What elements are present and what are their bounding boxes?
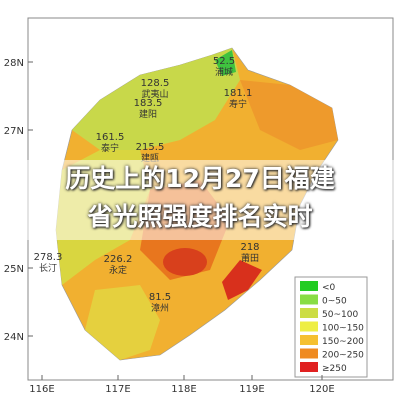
station-name: 建阳 (139, 108, 157, 120)
lon-label: 118E (171, 384, 196, 395)
legend-label: 150~200 (322, 337, 364, 347)
legend-label: ≥250 (322, 364, 347, 374)
legend-swatch (300, 281, 318, 291)
lon-label: 116E (29, 384, 54, 395)
legend-label: 200~250 (322, 351, 364, 361)
lat-label: 25N (4, 264, 24, 275)
station-name: 长汀 (39, 262, 57, 274)
station-value: 161.5 (96, 132, 125, 143)
station-name: 武夷山 (141, 88, 168, 100)
station-value: 128.5 (141, 78, 170, 89)
lon-label: 120E (309, 384, 334, 395)
legend: <0 0~50 50~100 100~150 150~200 200~250 ≥250 (294, 276, 368, 378)
lon-label: 117E (105, 384, 130, 395)
station-value: 218 (240, 242, 259, 253)
lat-label: 27N (4, 126, 24, 137)
station-name: 寿宁 (229, 98, 247, 110)
legend-swatch (300, 362, 318, 372)
legend-swatch (300, 335, 318, 345)
title-line: 历史上的12月27日福建 (65, 164, 335, 193)
station-name: 泰宁 (101, 142, 119, 154)
station-value: 226.2 (104, 254, 133, 265)
station-value: 215.5 (136, 142, 165, 153)
station-name: 莆田 (241, 252, 259, 264)
station-value: 81.5 (149, 292, 171, 303)
title-line: 省光照强度排名实时 (87, 202, 313, 231)
legend-label: 0~50 (322, 297, 347, 307)
station-name: 永定 (109, 264, 127, 276)
lat-label: 24N (4, 332, 24, 343)
station-value: 181.1 (224, 88, 253, 99)
station-value: 278.3 (34, 252, 63, 263)
station-name: 漳州 (151, 302, 169, 314)
station-value: 52.5 (213, 56, 235, 67)
station-value: 183.5 (134, 98, 163, 109)
lat-label: 28N (4, 58, 24, 69)
legend-label: 50~100 (322, 310, 358, 320)
station-name: 浦城 (215, 66, 233, 78)
legend-swatch (300, 321, 318, 332)
lon-label: 119E (239, 384, 264, 395)
title-banner: 历史上的12月27日福建 省光照强度排名实时 (0, 160, 400, 240)
legend-swatch (300, 348, 318, 359)
legend-swatch (300, 308, 318, 318)
legend-label: <0 (322, 283, 336, 293)
legend-box (294, 276, 368, 378)
legend-swatch (300, 294, 318, 305)
legend-label: 100~150 (322, 324, 364, 334)
